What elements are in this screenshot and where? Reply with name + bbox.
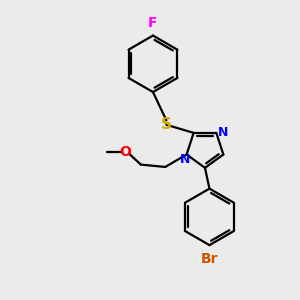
Text: O: O	[119, 145, 131, 159]
Text: F: F	[148, 16, 158, 30]
Text: N: N	[180, 153, 190, 166]
Text: S: S	[161, 117, 172, 132]
Text: N: N	[218, 126, 228, 140]
Text: Br: Br	[201, 252, 218, 266]
